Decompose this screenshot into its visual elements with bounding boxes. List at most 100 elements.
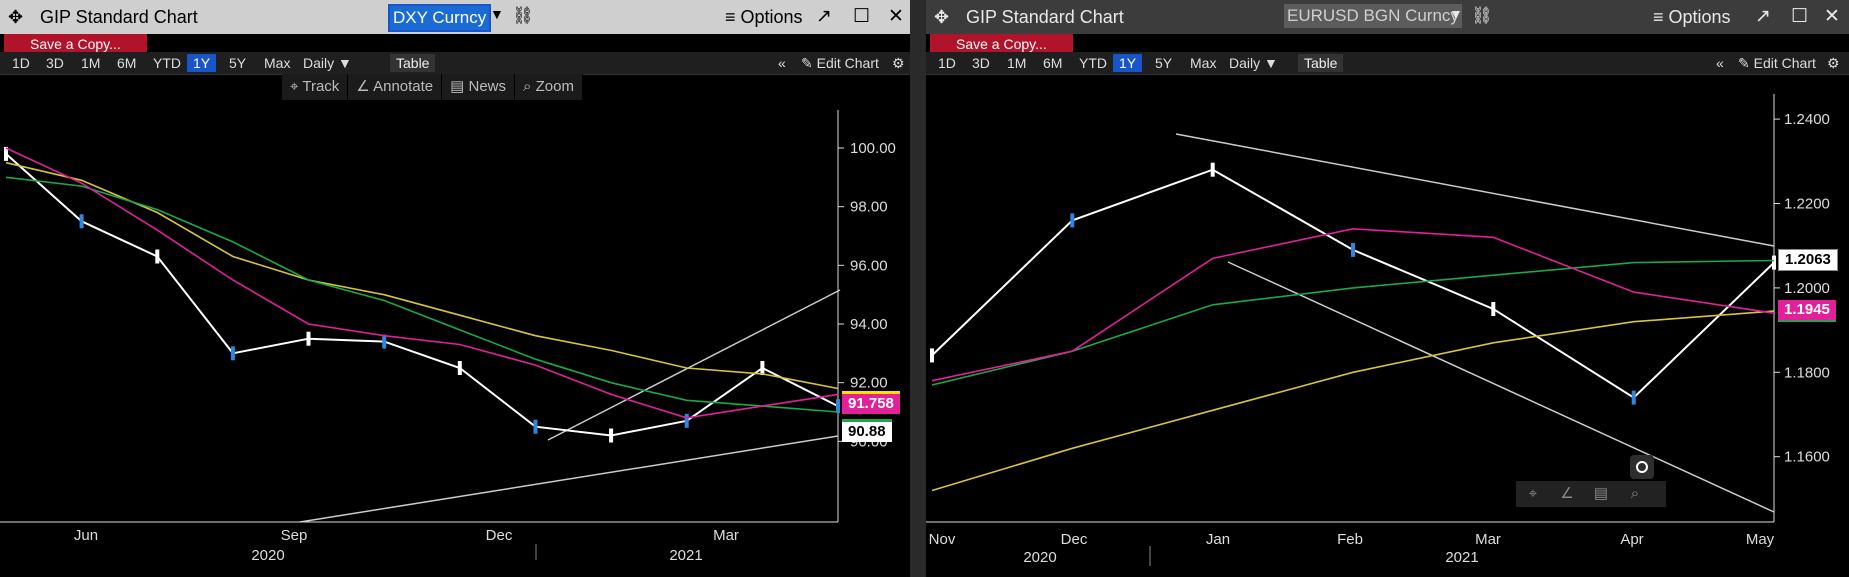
right-titlebar: ✥ GIP Standard Chart EURUSD BGN Curncy ▼… [926,0,1849,34]
x-tick-nov: Nov [929,531,956,548]
track-tool[interactable]: ⌖ Track [282,74,349,100]
news-tool[interactable]: ▤ News [442,74,516,100]
mini-toolbar: ⌖ ∠ ▤ ⌕ [1516,481,1666,507]
close-icon[interactable]: ✕ [1824,6,1840,27]
x-year-2020: 2020 [251,547,284,564]
y-tick-label: 1.1800 [1784,364,1830,381]
candle [4,146,8,161]
candle [684,413,689,428]
range-5y[interactable]: 5Y [1155,55,1173,71]
range-toolbar: 1D 3D 1M 6M YTD 1Y 5Y Max Daily ▼ Table … [0,52,910,75]
period-select[interactable]: Daily ▼ [303,55,352,71]
range-toolbar: 1D 3D 1M 6M YTD 1Y 5Y Max Daily ▼ Table … [926,52,1849,75]
edit-chart-button[interactable]: ✎ Edit Chart [1738,55,1816,71]
range-1d[interactable]: 1D [12,55,30,71]
save-copy-button[interactable]: Save a Copy... [930,34,1073,54]
range-max[interactable]: Max [1190,55,1217,71]
candle [382,334,387,349]
range-5y[interactable]: 5Y [229,55,247,71]
y-tick-label: 1.2200 [1784,196,1830,213]
y-tick-label: 1.2000 [1784,280,1830,297]
range-6m[interactable]: 6M [117,55,137,71]
x-tick-may: May [1746,531,1775,548]
moving-average-line [931,227,1775,382]
price-label-last: 90.88 [842,419,892,442]
move-icon[interactable]: ✥ [8,7,24,27]
ticker-input[interactable]: DXY Curncy [388,4,492,32]
eurusd-chart[interactable]: 1.1600 1.1800 1.2000 1.2200 1.2400 Nov Dec J… [926,0,1849,577]
gear-icon[interactable]: ⚙ [1827,55,1840,71]
range-6m[interactable]: 6M [1043,55,1063,71]
maximize-icon[interactable]: ☐ [853,6,871,27]
maximize-icon[interactable]: ☐ [1791,6,1809,27]
candle [1772,255,1776,270]
candle [1351,242,1355,257]
crosshair-icon: ⌖ [290,78,303,95]
range-ytd[interactable]: YTD [153,55,181,71]
pen-icon[interactable]: ∠ [1560,485,1574,502]
news-icon[interactable]: ▤ [1593,485,1609,502]
camera-button[interactable] [1630,455,1654,479]
range-3d[interactable]: 3D [46,55,64,71]
left-titlebar: ✥ GIP Standard Chart DXY Curncy ▼ ⛓ ≡ Op… [0,0,910,34]
close-icon[interactable]: ✕ [888,6,904,27]
gear-icon[interactable]: ⚙ [892,55,905,71]
right-chart-panel: ✥ GIP Standard Chart EURUSD BGN Curncy ▼… [926,0,1849,577]
period-select[interactable]: Daily ▼ [1229,55,1278,71]
chevron-down-icon[interactable]: ▼ [1449,6,1463,22]
pencil-icon: ✎ [1738,55,1754,71]
price-label-magenta: 1.1945 [1778,300,1836,322]
save-copy-button[interactable]: Save a Copy... [4,34,147,54]
candle [1491,302,1496,316]
collapse-icon[interactable]: « [1716,55,1724,71]
annotate-tool[interactable]: ∠ Annotate [348,74,443,100]
table-button[interactable]: Table [1298,54,1344,72]
magnifier-icon: ⌕ [523,78,536,95]
range-1m[interactable]: 1M [1007,55,1027,71]
left-chart-panel: ✥ GIP Standard Chart DXY Curncy ▼ ⛓ ≡ Op… [0,0,910,577]
x-year-2021: 2021 [1445,549,1478,566]
collapse-icon[interactable]: « [778,55,786,71]
chart-tools: ⌖ Track ∠ Annotate ▤ News ⌕ Zoom [282,74,583,100]
magnifier-icon[interactable]: ⌕ [1630,485,1640,502]
range-max[interactable]: Max [264,55,291,71]
panel-divider[interactable] [910,0,926,577]
support-trendline [299,435,839,523]
link-icon[interactable]: ⛓ [512,6,534,25]
pen-icon: ∠ [356,78,374,95]
ticker-input[interactable]: EURUSD BGN Curncy [1284,4,1462,28]
moving-average-line [5,161,839,390]
range-1y[interactable]: 1Y [1113,54,1143,72]
zoom-tool[interactable]: ⌕ Zoom [515,74,583,100]
range-1y[interactable]: 1Y [187,54,217,72]
x-tick-jun: Jun [74,527,98,544]
range-1d[interactable]: 1D [938,55,956,71]
move-icon[interactable]: ✥ [934,7,950,27]
link-icon[interactable]: ⛓ [1471,6,1493,25]
options-menu[interactable]: ≡ Options [1653,7,1731,27]
crosshair-icon[interactable]: ⌖ [1528,485,1538,502]
y-tick-label: 98.00 [850,199,888,216]
y-tick-label: 1.2400 [1784,111,1830,128]
price-label-magenta: 91.758 [842,391,900,414]
candle [930,348,934,363]
edit-chart-button[interactable]: ✎ Edit Chart [801,55,879,71]
range-3d[interactable]: 3D [972,55,990,71]
options-menu[interactable]: ≡ Options [725,7,803,27]
y-tick-label: 1.1600 [1784,449,1830,466]
x-tick-dec: Dec [1061,531,1088,548]
range-1m[interactable]: 1M [81,55,101,71]
menu-icon: ≡ [1653,7,1669,27]
moving-average-line [5,176,839,413]
x-tick-dec: Dec [486,527,513,544]
chevron-down-icon[interactable]: ▼ [490,6,504,22]
table-button[interactable]: Table [390,54,436,72]
y-tick-label: 94.00 [850,316,888,333]
upper-trendline [1175,133,1775,247]
candle [1631,390,1636,405]
moving-average-line [931,259,1775,386]
range-ytd[interactable]: YTD [1079,55,1107,71]
y-tick-label: 92.00 [850,375,888,392]
popout-icon[interactable]: ↗ [816,6,832,27]
popout-icon[interactable]: ↗ [1755,6,1771,27]
